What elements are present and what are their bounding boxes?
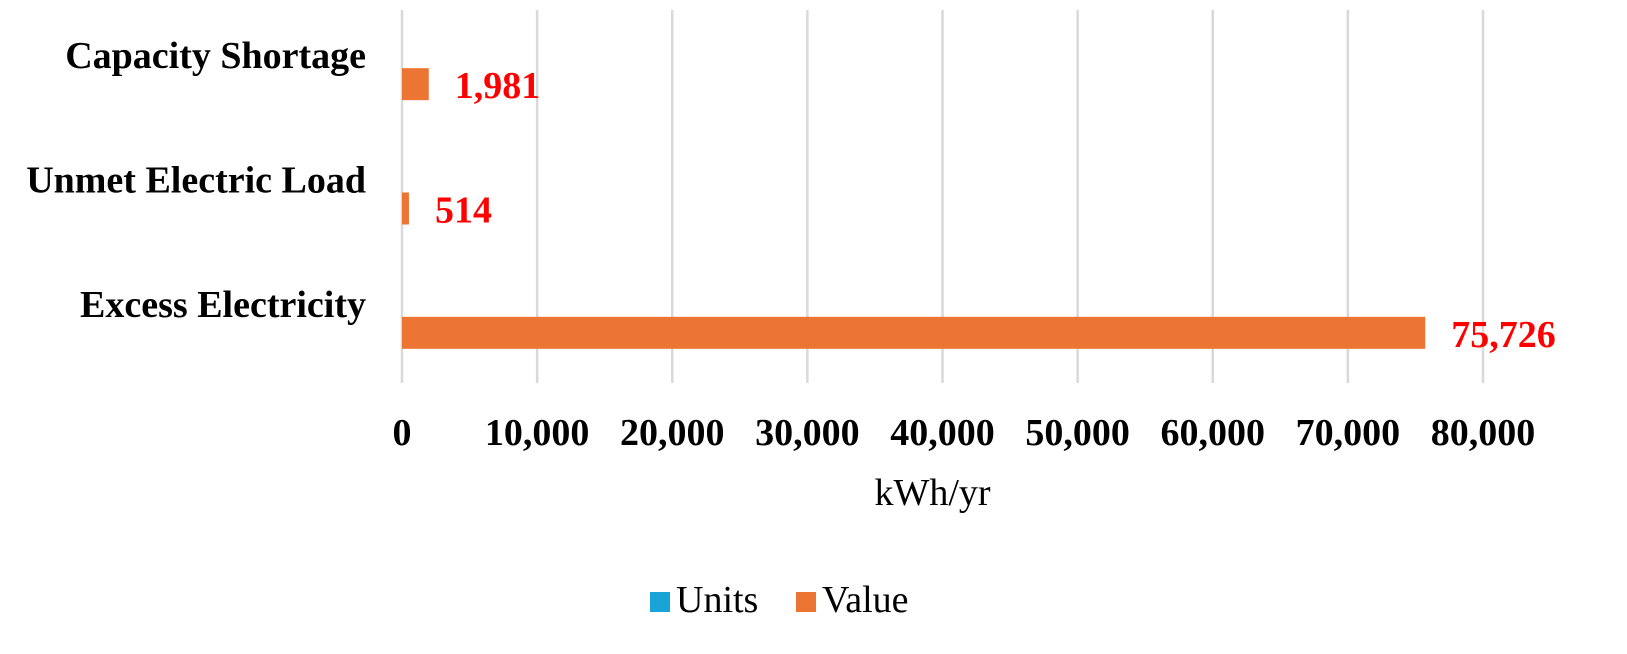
legend-swatch-units bbox=[650, 592, 670, 612]
category-label: Capacity Shortage bbox=[65, 35, 366, 77]
x-axis-title: kWh/yr bbox=[874, 472, 990, 514]
x-tick-label: 50,000 bbox=[1025, 412, 1130, 454]
x-axis-tick-labels: 0 10,000 20,000 30,000 40,000 50,000 60,000 70,… bbox=[393, 412, 1536, 454]
x-tick-label: 10,000 bbox=[485, 412, 590, 454]
x-tick-label: 70,000 bbox=[1296, 412, 1401, 454]
data-label: 1,981 bbox=[455, 65, 541, 107]
category-label: Excess Electricity bbox=[80, 284, 366, 326]
bar-value bbox=[402, 316, 1426, 349]
data-labels: 1,981 514 75,726 bbox=[435, 65, 1556, 356]
category-labels: Capacity Shortage Unmet Electric Load Exce… bbox=[26, 35, 366, 326]
x-tick-label: 80,000 bbox=[1431, 412, 1536, 454]
x-tick-label: 40,000 bbox=[890, 412, 995, 454]
x-tick-label: 20,000 bbox=[620, 412, 725, 454]
category-label: Unmet Electric Load bbox=[26, 160, 366, 202]
x-tick-label: 30,000 bbox=[755, 412, 860, 454]
x-tick-label: 0 bbox=[393, 412, 412, 454]
bar-value bbox=[402, 192, 409, 225]
bars bbox=[402, 68, 1426, 349]
gridlines bbox=[400, 10, 1485, 383]
legend: Units Value bbox=[650, 579, 909, 621]
legend-swatch-value bbox=[796, 592, 816, 612]
data-label: 75,726 bbox=[1451, 314, 1556, 356]
legend-label-value: Value bbox=[822, 579, 909, 621]
legend-label-units: Units bbox=[676, 579, 758, 621]
bar-value bbox=[402, 68, 429, 101]
x-tick-label: 60,000 bbox=[1161, 412, 1266, 454]
data-label: 514 bbox=[435, 190, 492, 232]
